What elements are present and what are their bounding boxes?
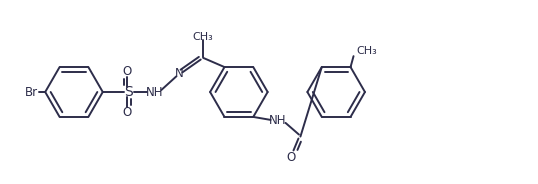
Text: CH₃: CH₃ <box>357 46 377 56</box>
Text: N: N <box>174 67 183 80</box>
Text: S: S <box>124 85 133 99</box>
Text: CH₃: CH₃ <box>193 32 214 42</box>
Text: Br: Br <box>25 86 38 98</box>
Text: O: O <box>123 65 132 78</box>
Text: O: O <box>286 151 296 164</box>
Text: NH: NH <box>146 86 163 98</box>
Text: NH: NH <box>270 114 287 127</box>
Text: O: O <box>123 106 132 119</box>
